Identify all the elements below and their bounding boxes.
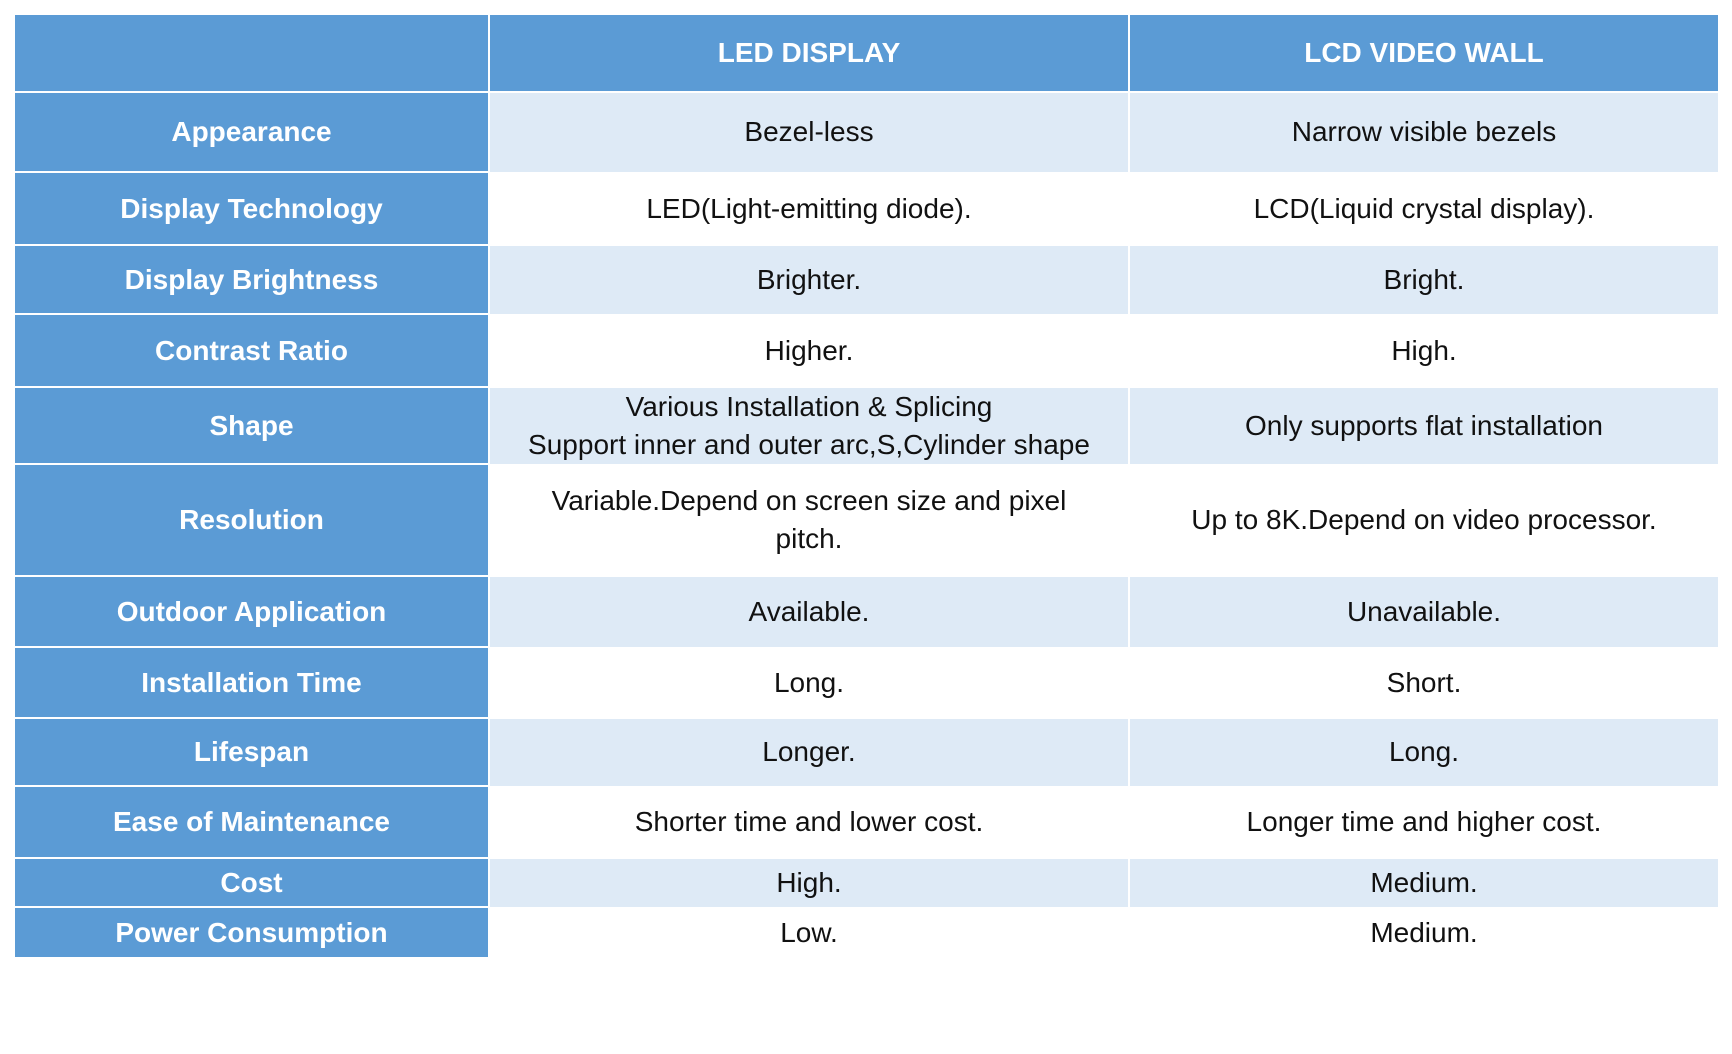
led-value: Various Installation & Splicing Support … xyxy=(489,387,1130,465)
table-row-ease-of-maintenance: Ease of Maintenance Shorter time and low… xyxy=(15,786,1718,859)
lcd-value: Long. xyxy=(1129,718,1718,787)
led-value: LED(Light-emitting diode). xyxy=(489,172,1130,246)
header-row: LED DISPLAY LCD VIDEO WALL xyxy=(15,15,1718,93)
header-corner-cell xyxy=(15,15,490,93)
led-value: Longer. xyxy=(489,718,1130,787)
led-value: Low. xyxy=(489,907,1130,959)
lcd-value: Bright. xyxy=(1129,245,1718,315)
table-row-resolution: Resolution Variable.Depend on screen siz… xyxy=(15,464,1718,577)
led-value-line-2: Support inner and outer arc,S,Cylinder s… xyxy=(528,428,1090,460)
header-lcd-video-wall: LCD VIDEO WALL xyxy=(1129,15,1718,93)
row-label: Contrast Ratio xyxy=(15,314,490,388)
table-row-outdoor-application: Outdoor Application Available. Unavailab… xyxy=(15,576,1718,648)
row-label: Cost xyxy=(15,858,490,908)
lcd-value: Narrow visible bezels xyxy=(1129,92,1718,173)
lcd-value: Up to 8K.Depend on video processor. xyxy=(1129,464,1718,577)
table-row-display-brightness: Display Brightness Brighter. Bright. xyxy=(15,245,1718,315)
led-value: Higher. xyxy=(489,314,1130,388)
comparison-table: LED DISPLAY LCD VIDEO WALL Appearance Be… xyxy=(15,15,1718,959)
row-label: Outdoor Application xyxy=(15,576,490,648)
row-label: Shape xyxy=(15,387,490,465)
row-label: Lifespan xyxy=(15,718,490,787)
row-label: Power Consumption xyxy=(15,907,490,959)
row-label: Display Brightness xyxy=(15,245,490,315)
table-row-contrast-ratio: Contrast Ratio Higher. High. xyxy=(15,314,1718,388)
lcd-value: Only supports flat installation xyxy=(1129,387,1718,465)
table-row-installation-time: Installation Time Long. Short. xyxy=(15,647,1718,719)
row-label: Appearance xyxy=(15,92,490,173)
led-value: Bezel-less xyxy=(489,92,1130,173)
lcd-value: Unavailable. xyxy=(1129,576,1718,648)
lcd-value: LCD(Liquid crystal display). xyxy=(1129,172,1718,246)
table-row-cost: Cost High. Medium. xyxy=(15,858,1718,908)
row-label: Installation Time xyxy=(15,647,490,719)
lcd-value: Medium. xyxy=(1129,858,1718,908)
led-value-line-2: pitch. xyxy=(775,523,843,554)
lcd-value: Medium. xyxy=(1129,907,1718,959)
led-value: Available. xyxy=(489,576,1130,648)
table-row-lifespan: Lifespan Longer. Long. xyxy=(15,718,1718,787)
led-value: Brighter. xyxy=(489,245,1130,315)
table-row-appearance: Appearance Bezel-less Narrow visible bez… xyxy=(15,92,1718,173)
row-label: Ease of Maintenance xyxy=(15,786,490,859)
table-row-power-consumption: Power Consumption Low. Medium. xyxy=(15,907,1718,959)
lcd-value: High. xyxy=(1129,314,1718,388)
led-value: High. xyxy=(489,858,1130,908)
table-row-shape: Shape Various Installation & Splicing Su… xyxy=(15,387,1718,465)
led-value: Shorter time and lower cost. xyxy=(489,786,1130,859)
table-row-display-technology: Display Technology LED(Light-emitting di… xyxy=(15,172,1718,246)
led-value-line-1: Variable.Depend on screen size and pixel xyxy=(551,485,1067,516)
lcd-value: Longer time and higher cost. xyxy=(1129,786,1718,859)
led-value-line-1: Various Installation & Splicing xyxy=(625,390,993,422)
led-value: Variable.Depend on screen size and pixel… xyxy=(489,464,1130,577)
row-label: Display Technology xyxy=(15,172,490,246)
led-value: Long. xyxy=(489,647,1130,719)
row-label: Resolution xyxy=(15,464,490,577)
header-led-display: LED DISPLAY xyxy=(489,15,1130,93)
lcd-value: Short. xyxy=(1129,647,1718,719)
